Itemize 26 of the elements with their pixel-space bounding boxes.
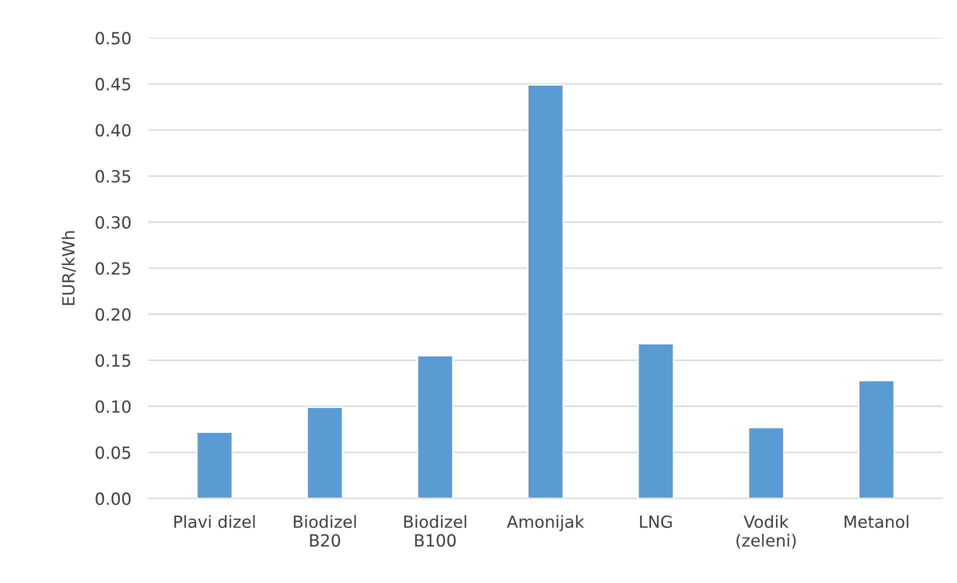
x-tick-label: Amonijak — [506, 515, 584, 532]
bar — [637, 343, 674, 498]
bar — [306, 406, 344, 498]
bar — [416, 354, 454, 498]
x-tick-label: Biodizel B100 — [404, 515, 466, 547]
x-tick-label: Vodik (zeleni) — [736, 515, 796, 549]
bar — [196, 431, 233, 498]
y-tick-label: 0.10 — [96, 400, 131, 413]
x-tick-label: LNG — [640, 515, 672, 528]
y-tick-label: 0.30 — [96, 216, 131, 229]
bar — [748, 426, 784, 498]
y-axis-title: EUR/kWh — [62, 231, 76, 305]
y-tick-label: 0.00 — [96, 492, 131, 506]
y-tick-label: 0.35 — [96, 170, 130, 183]
x-tick-label: Plavi dizel — [174, 515, 255, 528]
x-tick-label: Metanol — [844, 515, 908, 528]
y-tick-label: 0.45 — [96, 78, 130, 91]
bar — [527, 84, 564, 498]
y-tick-label: 0.50 — [96, 32, 131, 44]
y-tick-label: 0.25 — [96, 262, 130, 275]
y-tick-label: 0.15 — [96, 354, 130, 367]
x-tick-label: Biodizel B20 — [294, 515, 356, 547]
y-tick-label: 0.40 — [96, 124, 131, 137]
bar — [858, 380, 895, 498]
y-tick-label: 0.05 — [96, 446, 130, 459]
y-tick-label: 0.20 — [96, 308, 131, 321]
